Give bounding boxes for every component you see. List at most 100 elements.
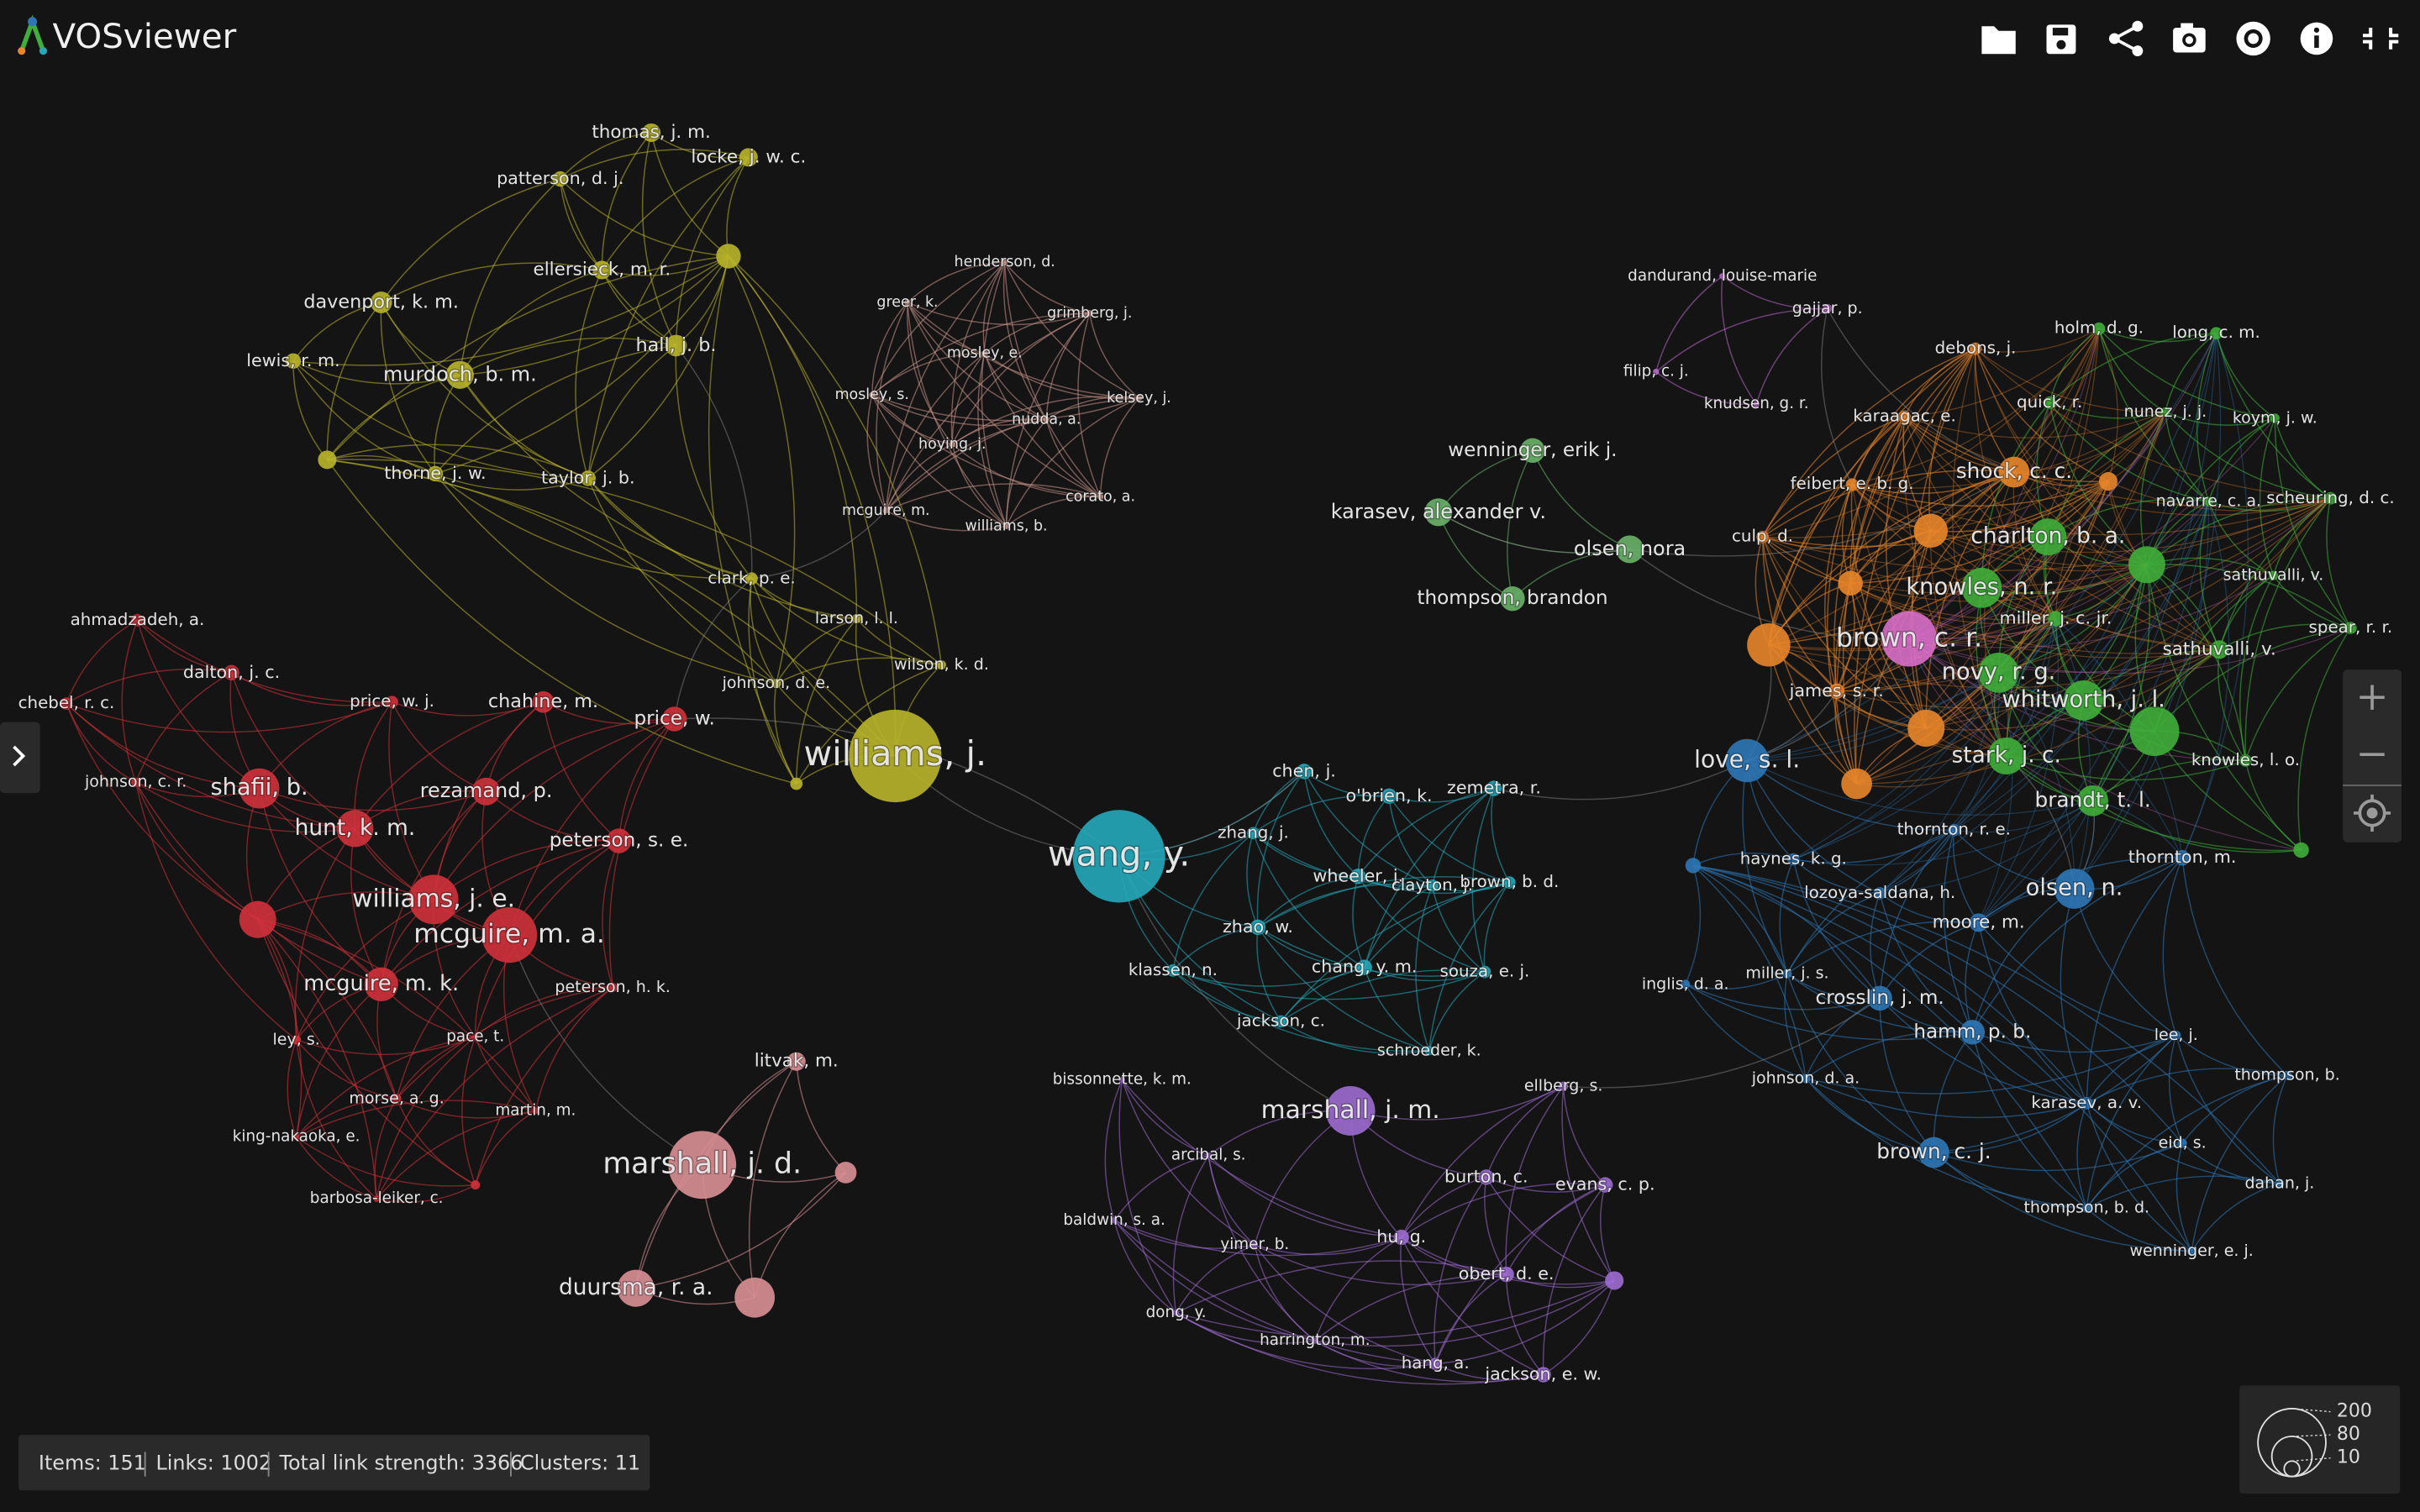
link bbox=[66, 703, 259, 921]
link bbox=[134, 781, 259, 921]
node bbox=[1823, 303, 1833, 313]
node bbox=[1500, 585, 1525, 612]
link bbox=[1364, 966, 1486, 982]
node bbox=[1172, 1310, 1180, 1316]
link bbox=[1428, 971, 1486, 1052]
link bbox=[1850, 564, 2148, 602]
node bbox=[2043, 396, 2056, 409]
link bbox=[1434, 1184, 1606, 1364]
link bbox=[907, 302, 1139, 399]
link bbox=[2006, 564, 2148, 757]
info-icon[interactable] bbox=[2300, 22, 2333, 55]
link bbox=[2207, 417, 2275, 502]
link bbox=[2181, 858, 2288, 1076]
node-label: wheeler, j. bbox=[1313, 865, 1403, 885]
link bbox=[460, 337, 676, 375]
link bbox=[1879, 672, 2000, 894]
link bbox=[587, 478, 777, 685]
link bbox=[1836, 497, 2331, 692]
link bbox=[459, 374, 752, 580]
link bbox=[396, 986, 613, 1100]
link bbox=[2244, 497, 2332, 761]
node-label: jackson, e. w. bbox=[1484, 1364, 1602, 1384]
node bbox=[1969, 342, 1982, 355]
node bbox=[1653, 368, 1660, 375]
node bbox=[1801, 1074, 1811, 1084]
link bbox=[1004, 261, 1090, 314]
link bbox=[1971, 857, 2183, 1033]
link bbox=[2154, 731, 2302, 851]
screenshot-icon[interactable] bbox=[2173, 23, 2206, 53]
link bbox=[1928, 348, 1976, 531]
node-label: duursma, r. a. bbox=[559, 1274, 713, 1300]
node bbox=[2098, 472, 2118, 491]
link bbox=[1762, 497, 2331, 571]
link bbox=[675, 156, 750, 346]
node-label: wenninger, e. j. bbox=[2129, 1242, 2253, 1260]
logo-dot bbox=[18, 47, 26, 55]
node bbox=[1725, 738, 1769, 783]
link bbox=[1768, 328, 2100, 646]
node bbox=[2081, 1203, 2091, 1213]
link bbox=[1850, 411, 2166, 584]
link bbox=[2006, 480, 2109, 757]
link bbox=[1930, 530, 2220, 650]
zoom-in[interactable] bbox=[2360, 685, 2385, 710]
link bbox=[885, 444, 953, 512]
fullscreen-icon[interactable] bbox=[2363, 28, 2399, 50]
link bbox=[1761, 484, 1853, 538]
link bbox=[350, 828, 382, 985]
link bbox=[1428, 882, 1510, 1051]
node-label: schroeder, k. bbox=[1377, 1041, 1481, 1059]
save-icon[interactable] bbox=[2046, 24, 2076, 55]
link bbox=[1254, 1244, 1436, 1365]
node bbox=[869, 391, 876, 398]
node bbox=[2324, 491, 2337, 505]
link bbox=[1388, 787, 1495, 803]
link bbox=[885, 312, 1091, 512]
link bbox=[292, 360, 460, 385]
status-item: Items: 151 bbox=[39, 1452, 146, 1475]
link bbox=[380, 302, 436, 475]
link bbox=[1746, 759, 2093, 816]
link bbox=[1952, 348, 2007, 757]
link bbox=[871, 394, 1139, 422]
settings-icon[interactable] bbox=[2236, 21, 2270, 56]
node-label: rezamand, p. bbox=[420, 779, 553, 802]
share-icon[interactable] bbox=[2108, 20, 2144, 57]
link bbox=[2181, 501, 2230, 858]
link bbox=[2218, 623, 2351, 650]
link bbox=[296, 1100, 536, 1138]
zoom-reset[interactable] bbox=[2354, 794, 2391, 832]
node-label: ellberg, s. bbox=[1524, 1077, 1603, 1095]
link bbox=[601, 132, 652, 270]
node bbox=[2174, 850, 2191, 866]
node-label: eid, s. bbox=[2159, 1134, 2207, 1152]
open-icon[interactable] bbox=[1981, 26, 2016, 55]
link bbox=[1805, 1078, 2087, 1119]
link bbox=[1692, 864, 1807, 1079]
link bbox=[951, 418, 1047, 445]
link bbox=[2013, 471, 2331, 516]
link bbox=[560, 178, 602, 270]
link bbox=[1975, 348, 2148, 565]
link bbox=[1692, 864, 2183, 1144]
link bbox=[1879, 997, 2087, 1104]
legend-box bbox=[2239, 1385, 2401, 1494]
link bbox=[1077, 312, 1102, 497]
node-label: baldwin, s. a. bbox=[1063, 1211, 1165, 1229]
link bbox=[2146, 497, 2331, 565]
node-label: moore, m. bbox=[1933, 911, 2025, 932]
link bbox=[871, 394, 1101, 498]
link bbox=[1692, 864, 2281, 1184]
link bbox=[1113, 1220, 1436, 1365]
node-label: clayton, j. bbox=[1392, 875, 1473, 895]
link bbox=[1692, 864, 1788, 974]
node bbox=[2029, 518, 2067, 556]
link bbox=[2049, 333, 2217, 403]
link bbox=[1357, 795, 1390, 877]
link bbox=[1904, 328, 2100, 417]
link bbox=[1805, 1034, 2177, 1095]
node-label: lee, j. bbox=[2154, 1026, 2198, 1044]
link bbox=[2098, 328, 2118, 482]
